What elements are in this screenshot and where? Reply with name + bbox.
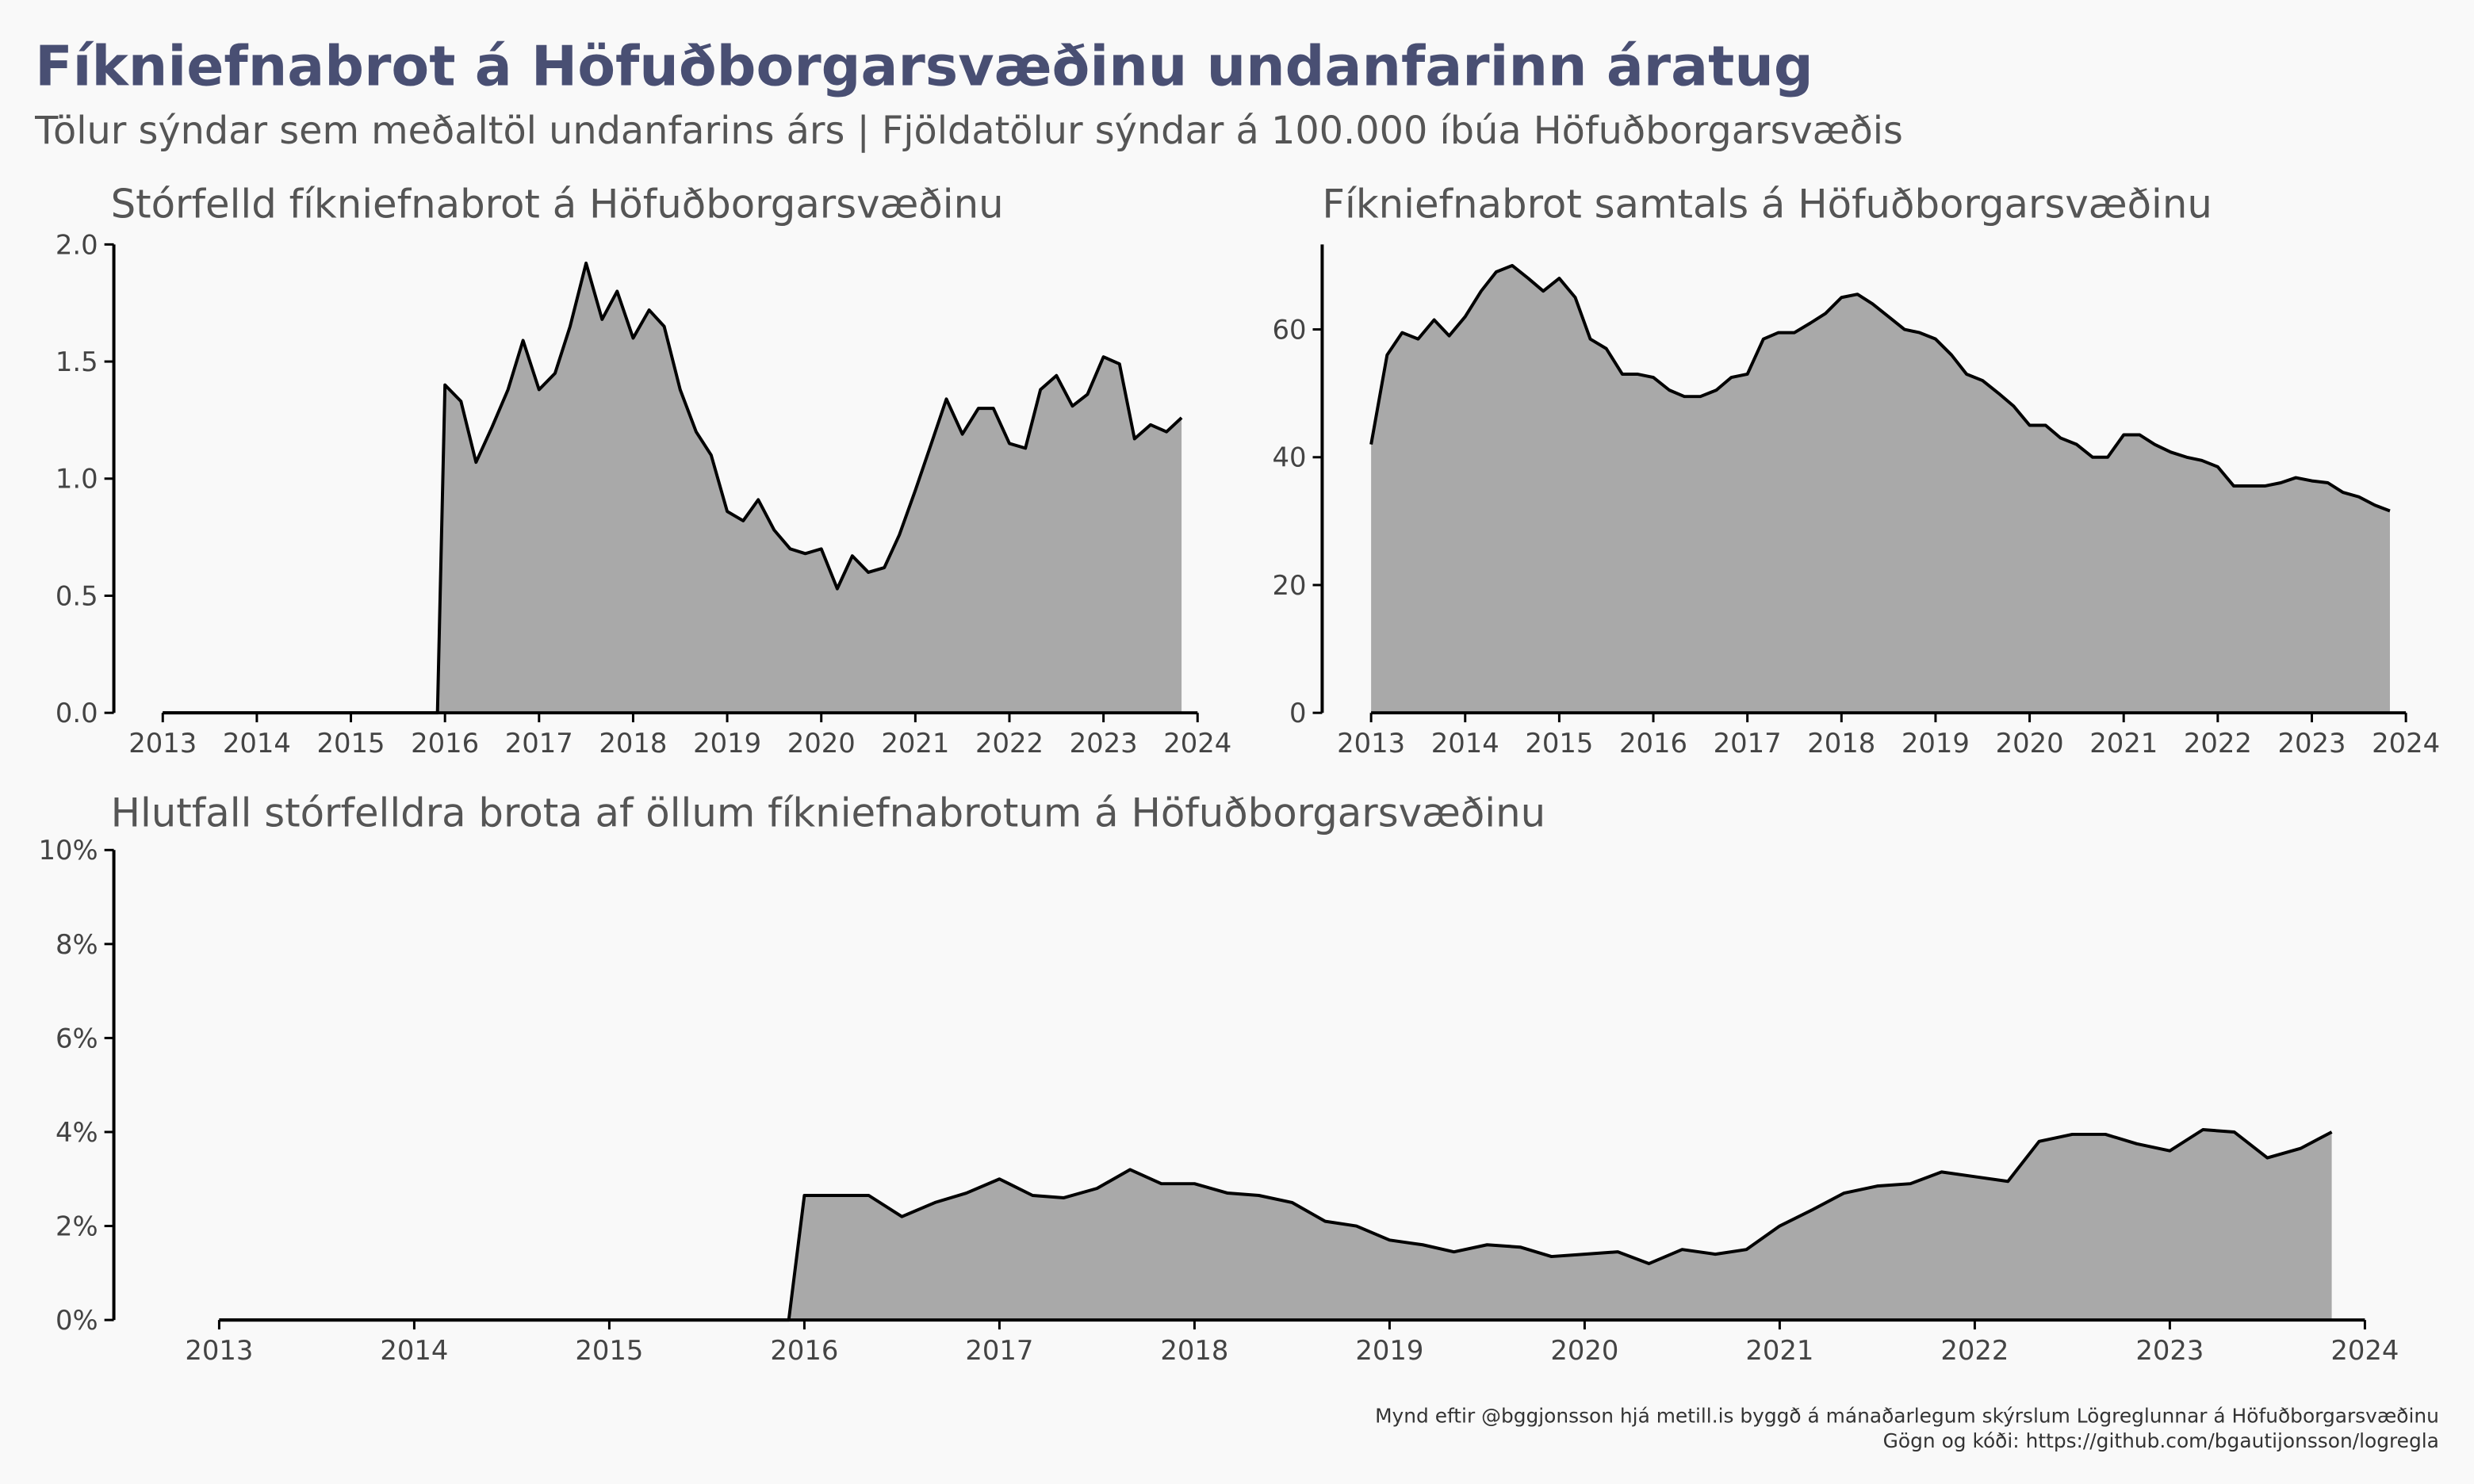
x-tick-label: 2017 <box>965 1335 1033 1366</box>
area <box>1371 265 2390 713</box>
y-tick-label: 1.5 <box>56 346 98 377</box>
y-tick-label: 2% <box>56 1211 98 1241</box>
y-tick-label: 2.0 <box>56 229 98 260</box>
x-tick-label: 2013 <box>1337 728 1405 759</box>
x-tick-label: 2016 <box>1619 728 1687 759</box>
x-tick-label: 2014 <box>223 728 291 759</box>
x-tick-label: 2018 <box>1160 1335 1228 1366</box>
caption: Mynd eftir @bggjonsson hjá metill.is byg… <box>1375 1404 2439 1427</box>
y-tick-label: 0.5 <box>56 580 98 611</box>
x-tick-label: 2020 <box>1996 728 2064 759</box>
y-tick-label: 8% <box>56 929 98 960</box>
x-tick-label: 2018 <box>599 728 667 759</box>
x-tick-label: 2024 <box>2372 728 2440 759</box>
y-tick-label: 1.0 <box>56 464 98 495</box>
panel-title: Fíkniefnabrot samtals á Höfuðborgarsvæði… <box>1322 182 2212 228</box>
area <box>219 1130 2332 1321</box>
x-tick-label: 2017 <box>505 728 573 759</box>
x-tick-label: 2019 <box>1355 1335 1423 1366</box>
caption: Gögn og kóði: https://github.com/bgautij… <box>1883 1429 2439 1452</box>
x-tick-label: 2021 <box>1745 1335 1813 1366</box>
panel-title: Stórfelld fíkniefnabrot á Höfuðborgarsvæ… <box>111 182 1004 228</box>
x-tick-label: 2024 <box>1163 728 1231 759</box>
x-tick-label: 2015 <box>1525 728 1593 759</box>
line <box>1369 263 2391 513</box>
x-tick-label: 2019 <box>1901 728 1970 759</box>
area <box>163 262 1182 713</box>
line <box>163 261 1183 715</box>
y-tick-label: 0% <box>56 1305 98 1336</box>
x-tick-label: 2014 <box>1431 728 1499 759</box>
x-tick-label: 2023 <box>2277 728 2346 759</box>
x-tick-label: 2019 <box>693 728 761 759</box>
y-tick-label: 0.0 <box>56 698 98 729</box>
x-tick-label: 2016 <box>411 728 479 759</box>
x-tick-label: 2018 <box>1807 728 1875 759</box>
x-tick-label: 2022 <box>975 728 1044 759</box>
x-tick-label: 2015 <box>575 1335 643 1366</box>
x-tick-label: 2021 <box>881 728 949 759</box>
x-tick-label: 2022 <box>2184 728 2252 759</box>
y-tick-label: 60 <box>1273 314 1307 345</box>
x-tick-label: 2024 <box>2330 1335 2399 1366</box>
panel-title: Hlutfall stórfelldra brota af öllum fíkn… <box>111 790 1546 836</box>
x-tick-label: 2022 <box>1940 1335 2009 1366</box>
y-tick-label: 40 <box>1273 442 1307 473</box>
y-tick-label: 4% <box>56 1117 98 1148</box>
x-tick-label: 2013 <box>128 728 197 759</box>
subtitle: Tölur sýndar sem meðaltöl undanfarins ár… <box>34 109 1903 153</box>
x-tick-label: 2015 <box>317 728 385 759</box>
main-title: Fíkniefnabrot á Höfuðborgarsvæðinu undan… <box>35 34 1813 98</box>
y-tick-label: 20 <box>1273 570 1307 601</box>
x-tick-label: 2020 <box>1550 1335 1618 1366</box>
x-tick-label: 2023 <box>1070 728 1138 759</box>
line <box>219 1128 2333 1322</box>
x-tick-label: 2016 <box>770 1335 838 1366</box>
y-tick-label: 10% <box>39 835 98 866</box>
x-tick-label: 2013 <box>185 1335 253 1366</box>
x-tick-label: 2023 <box>2135 1335 2204 1366</box>
x-tick-label: 2020 <box>787 728 856 759</box>
y-tick-label: 0 <box>1289 698 1307 729</box>
y-tick-label: 6% <box>56 1023 98 1054</box>
x-tick-label: 2017 <box>1714 728 1782 759</box>
x-tick-label: 2014 <box>380 1335 448 1366</box>
x-tick-label: 2021 <box>2089 728 2158 759</box>
